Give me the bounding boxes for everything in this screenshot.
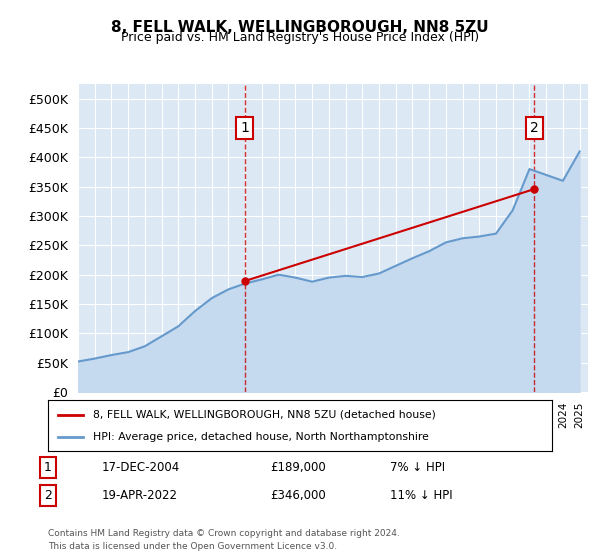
Text: 2: 2 [44,489,52,502]
Text: 7% ↓ HPI: 7% ↓ HPI [390,461,445,474]
Text: 8, FELL WALK, WELLINGBOROUGH, NN8 5ZU: 8, FELL WALK, WELLINGBOROUGH, NN8 5ZU [111,20,489,35]
Text: £189,000: £189,000 [270,461,326,474]
Text: 1: 1 [44,461,52,474]
Text: 2: 2 [530,121,539,135]
Text: 8, FELL WALK, WELLINGBOROUGH, NN8 5ZU (detached house): 8, FELL WALK, WELLINGBOROUGH, NN8 5ZU (d… [94,409,436,419]
Text: Price paid vs. HM Land Registry's House Price Index (HPI): Price paid vs. HM Land Registry's House … [121,31,479,44]
Text: Contains HM Land Registry data © Crown copyright and database right 2024.: Contains HM Land Registry data © Crown c… [48,529,400,538]
Text: 11% ↓ HPI: 11% ↓ HPI [390,489,452,502]
Text: This data is licensed under the Open Government Licence v3.0.: This data is licensed under the Open Gov… [48,542,337,550]
Text: HPI: Average price, detached house, North Northamptonshire: HPI: Average price, detached house, Nort… [94,432,429,442]
Text: £346,000: £346,000 [270,489,326,502]
Text: 1: 1 [240,121,249,135]
Text: 17-DEC-2004: 17-DEC-2004 [102,461,180,474]
Text: 19-APR-2022: 19-APR-2022 [102,489,178,502]
